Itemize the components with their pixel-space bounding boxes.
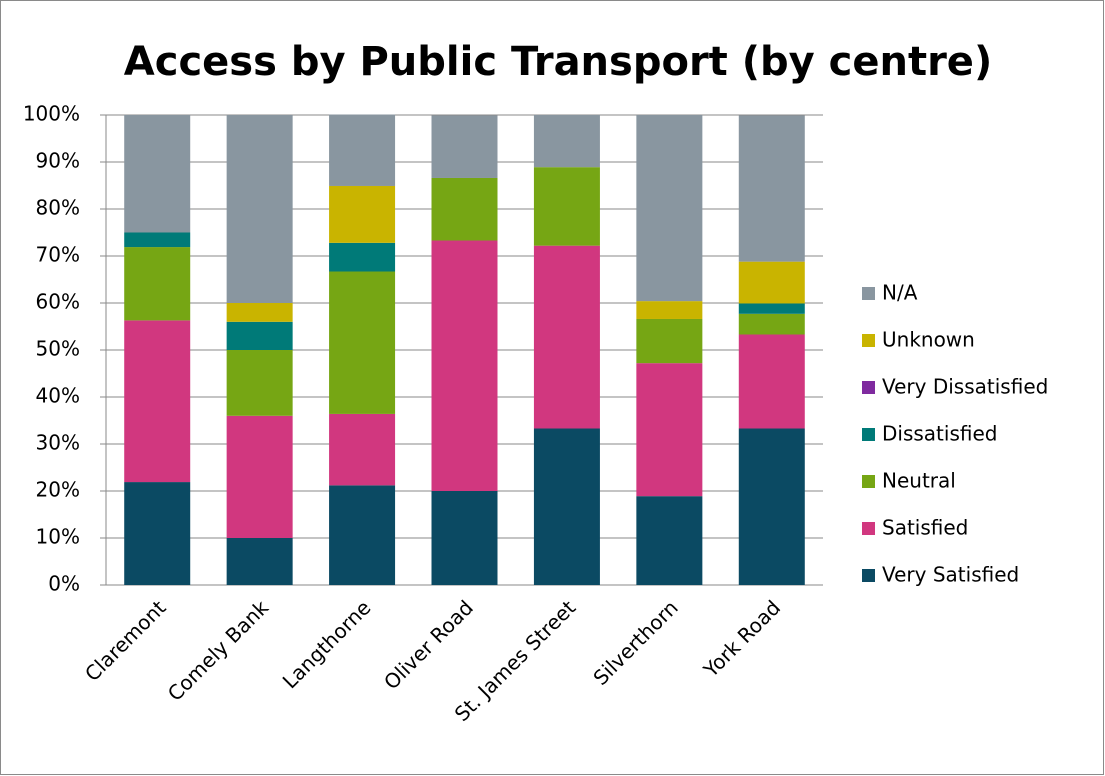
bar-segment xyxy=(329,114,396,186)
y-tick-label: 0% xyxy=(48,572,80,596)
bar-segment xyxy=(431,240,498,491)
bar-segment xyxy=(226,350,293,416)
legend-swatch xyxy=(862,428,875,441)
legend-label: Very Dissatisfied xyxy=(882,375,1048,399)
y-tick-label: 50% xyxy=(36,337,80,361)
y-tick-label: 100% xyxy=(23,102,80,126)
legend-swatch xyxy=(862,569,875,582)
bar-segment xyxy=(738,303,805,314)
bar-segment xyxy=(329,271,396,414)
bar-segment xyxy=(124,247,191,321)
bar-segment xyxy=(533,245,600,429)
legend-swatch xyxy=(862,287,875,300)
legend-swatch xyxy=(862,334,875,347)
bar-segment xyxy=(329,185,396,243)
legend-label: Dissatisfied xyxy=(882,422,997,446)
y-tick-label: 70% xyxy=(36,243,80,267)
legend-label: Neutral xyxy=(882,469,956,493)
legend-swatch xyxy=(862,475,875,488)
bar-segment xyxy=(431,177,498,241)
bar-segment xyxy=(226,115,293,303)
bar-segment xyxy=(636,363,703,497)
y-tick-label: 80% xyxy=(36,196,80,220)
bar-segment xyxy=(738,313,805,335)
legend-label: Satisfied xyxy=(882,516,968,540)
bar-segment xyxy=(636,115,703,302)
bar-segment xyxy=(533,167,600,246)
legend-swatch xyxy=(862,381,875,394)
bar-segment xyxy=(738,334,805,429)
bar-segment xyxy=(533,115,600,168)
bar-segment xyxy=(738,428,805,585)
legend-swatch xyxy=(862,522,875,535)
bar-segment xyxy=(738,115,805,262)
bar-segment xyxy=(329,485,396,585)
chart-title: Access by Public Transport (by centre) xyxy=(124,39,992,85)
y-tick-label: 40% xyxy=(36,384,80,408)
bar-segment xyxy=(533,428,600,585)
y-tick-label: 30% xyxy=(36,431,80,455)
bar-segment xyxy=(636,496,703,585)
bar-segment xyxy=(124,232,191,248)
y-tick-label: 20% xyxy=(36,478,80,502)
bar-segment xyxy=(226,321,293,350)
y-tick-label: 90% xyxy=(36,149,80,173)
bar-segment xyxy=(329,242,396,272)
bar-segment xyxy=(124,482,191,585)
bar-segment xyxy=(738,261,805,304)
bar-segment xyxy=(431,115,498,178)
bar-segment xyxy=(124,115,191,233)
bar-segment xyxy=(329,413,396,486)
y-tick-label: 10% xyxy=(36,525,80,549)
bar-segment xyxy=(636,318,703,364)
bar-segment xyxy=(636,301,703,319)
legend-label: N/A xyxy=(882,281,918,305)
bar-segment xyxy=(226,415,293,538)
y-tick-label: 60% xyxy=(36,290,80,314)
bar-segment xyxy=(226,303,293,322)
legend-label: Very Satisfied xyxy=(882,563,1019,587)
bar-segment xyxy=(124,320,191,483)
bar-segment xyxy=(226,538,293,585)
legend-label: Unknown xyxy=(882,328,975,352)
bar-segment xyxy=(431,491,498,585)
